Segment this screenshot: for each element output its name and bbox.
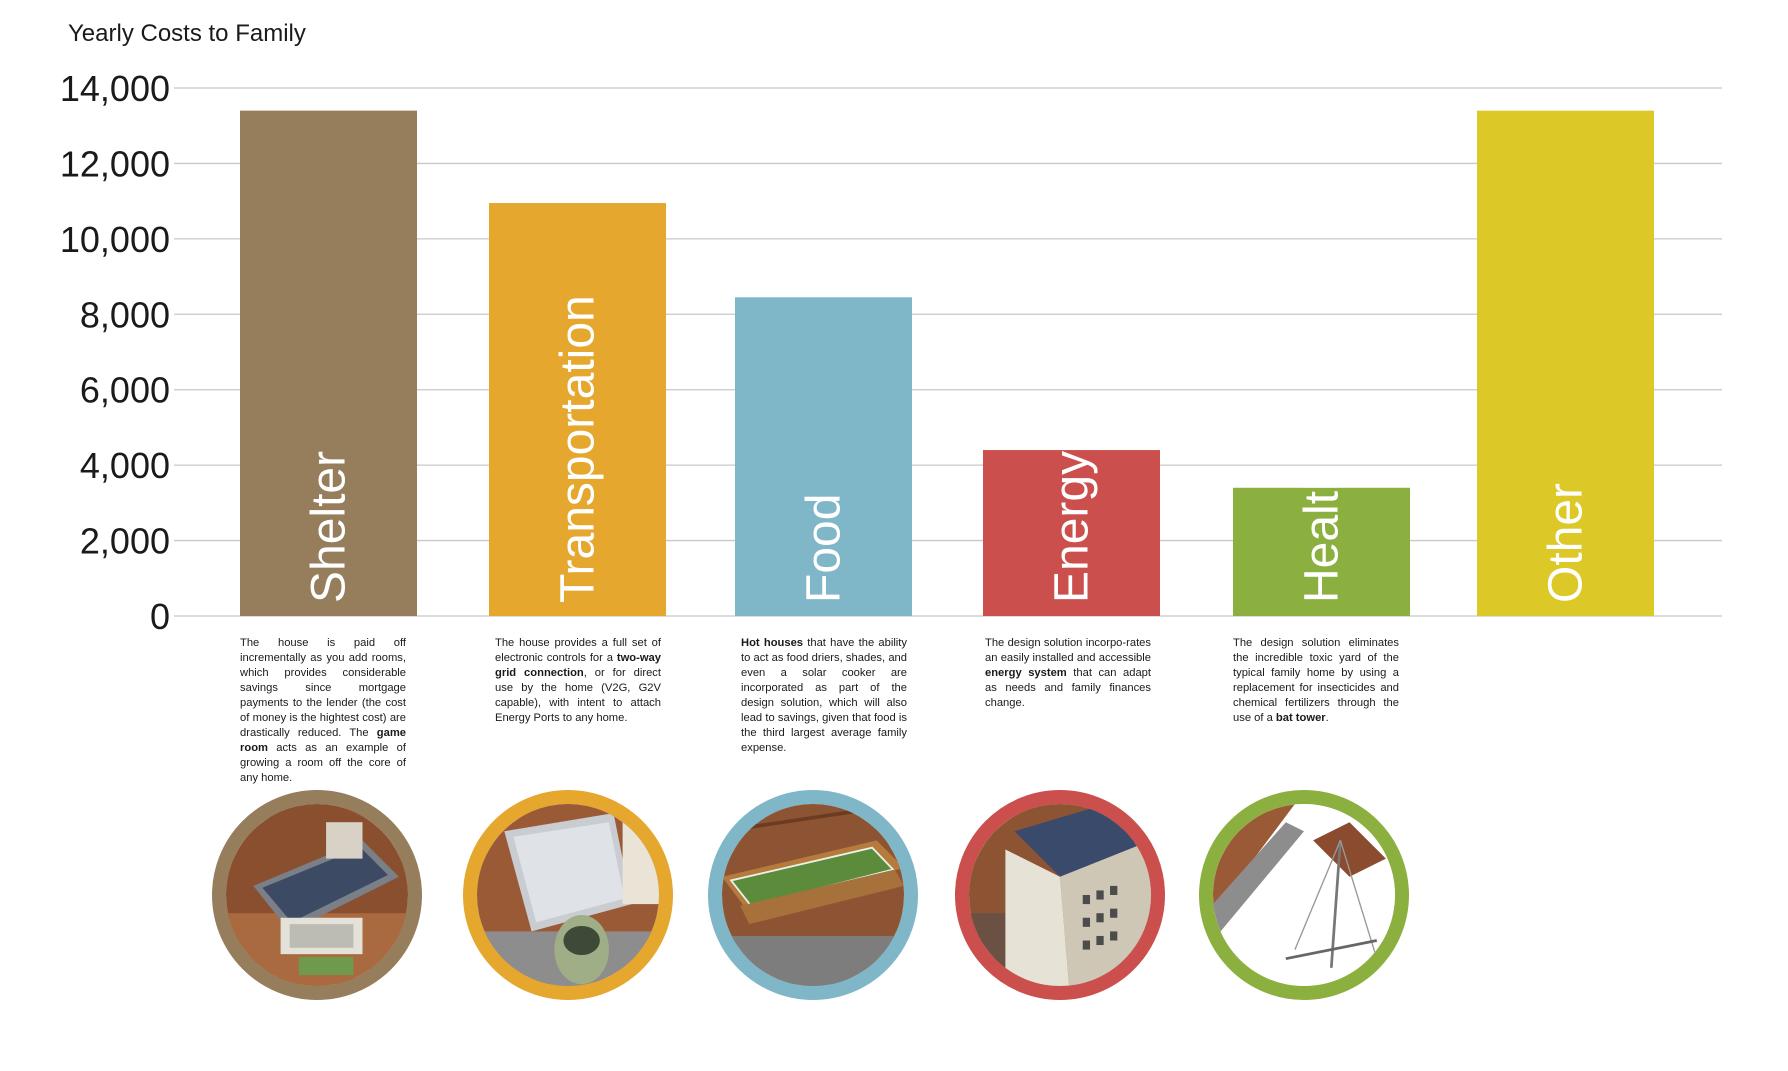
bar-label-other: Other (1540, 483, 1593, 603)
description-text: two-way grid connection (495, 652, 661, 679)
description-energy: The design solution incorpo-rates an eas… (985, 636, 1151, 711)
bars (240, 110, 1654, 616)
chart-title: Yearly Costs to Family (68, 20, 306, 47)
description-text: The design solution incorpo-rates an eas… (985, 637, 1151, 664)
gridlines (174, 87, 1722, 617)
description-text: that have the ability to act as food dri… (741, 637, 907, 754)
bar-label-energy: Energy (1046, 451, 1099, 603)
energy-tower-solar-image (955, 790, 1165, 1000)
greenhouse-planter-image (708, 790, 918, 1000)
description-text: The design solution eliminates the incre… (1233, 637, 1399, 724)
bar-transportation (489, 203, 666, 616)
description-text: energy system (985, 667, 1067, 679)
description-text: Hot houses (741, 637, 804, 649)
y-tick-label: 8,000 (80, 294, 170, 335)
bar-food (735, 297, 912, 616)
y-tick-label: 0 (150, 596, 170, 637)
bar-label-shelter: Shelter (303, 451, 356, 603)
bar-health (1233, 487, 1410, 616)
carport-car-image (463, 790, 673, 1000)
bar-chart: 02,0004,0006,0008,00010,00012,00014,000 … (60, 68, 1722, 637)
description-food: Hot houses that have the ability to act … (741, 636, 907, 756)
description-text: that can adapt as needs and family finan… (985, 667, 1151, 709)
bar-label-health: Health (1296, 464, 1349, 603)
y-tick-label: 2,000 (80, 521, 170, 562)
y-tick-label: 10,000 (60, 219, 170, 260)
bar-energy (983, 450, 1160, 616)
description-transportation: The house provides a full set of electro… (495, 636, 661, 726)
description-text: . (1325, 712, 1329, 724)
bar-labels: Shelter Transportation Food Energy Health Oth… (303, 295, 1593, 603)
bar-label-transportation: Transportation (552, 295, 605, 603)
description-text: bat tower (1275, 712, 1326, 724)
description-health: The design solution eliminates the incre… (1233, 636, 1399, 726)
description-shelter: The house is paid off incrementally as y… (240, 636, 406, 786)
description-text: The house is paid off incrementally as y… (240, 637, 406, 739)
y-tick-label: 6,000 (80, 370, 170, 411)
house-rooftop-solar-image (212, 790, 422, 1000)
y-axis-ticks: 0 2,000 4,000 6,000 8,000 10,000 12,000 14,000 (60, 68, 170, 637)
y-tick-label: 14,000 (60, 68, 170, 109)
description-text: acts as an example of growing a room off… (240, 742, 406, 784)
bat-tower-image (1199, 790, 1409, 1000)
y-tick-label: 12,000 (60, 143, 170, 184)
bar-other (1477, 110, 1654, 616)
bar-shelter (240, 110, 417, 616)
bar-label-food: Food (798, 494, 851, 603)
description-text: The house provides a full set of electro… (495, 637, 661, 664)
description-text: , or for direct use by the home (V2G, G2… (495, 667, 662, 724)
y-tick-label: 4,000 (80, 445, 170, 486)
description-text: game room (240, 727, 406, 754)
